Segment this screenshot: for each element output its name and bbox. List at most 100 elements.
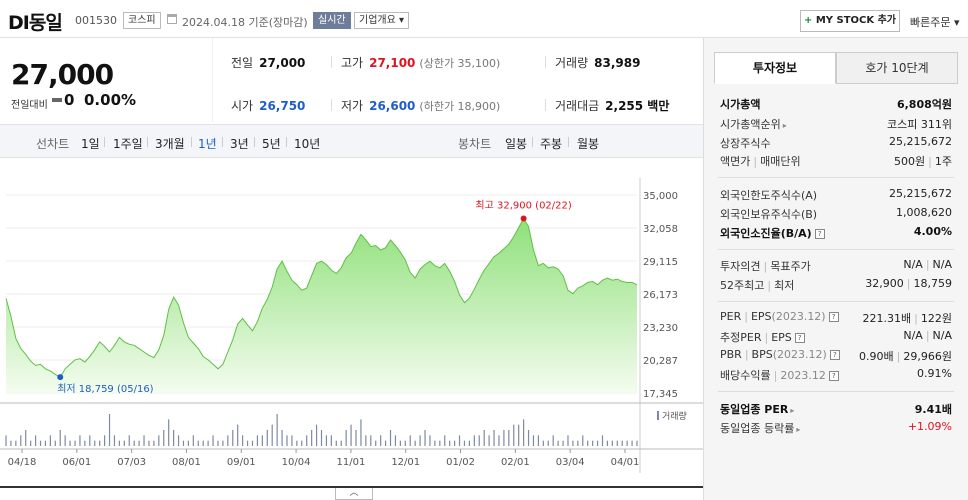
help-icon[interactable]: ? — [828, 312, 839, 322]
volume-bar — [217, 440, 219, 446]
candle-weekly[interactable]: 주봉 — [540, 137, 563, 151]
candle-monthly[interactable]: 월봉 — [577, 137, 600, 151]
volume-bar — [468, 440, 470, 446]
unchanged-icon — [52, 98, 62, 102]
tab-investment-info[interactable]: 투자정보 — [714, 52, 836, 84]
price-area — [6, 218, 637, 393]
volume-bar — [547, 440, 549, 446]
volume-bar — [168, 419, 170, 446]
price-chart[interactable]: 35,000 32,058 29,115 26,173 23,230 20,287 17,3… — [0, 158, 703, 478]
company-overview-dropdown[interactable]: 기업개요 ▾ — [354, 12, 409, 29]
x-tick-label: 06/01 — [62, 457, 91, 468]
volume-legend-label: 거래량 — [662, 410, 687, 422]
period-3y[interactable]: 3년 — [230, 137, 249, 151]
period-1d[interactable]: 1일 — [81, 137, 100, 151]
volume-bar — [498, 435, 500, 446]
volume-bar — [84, 440, 86, 446]
volume-bar — [345, 430, 347, 446]
y-tick-label: 35,000 — [643, 191, 678, 202]
caret-right-icon: ▸ — [782, 121, 787, 130]
price-change-percent: 0.00% — [84, 91, 137, 109]
volume-bar — [177, 435, 180, 446]
high-point-label: 최고 32,900 (02/22) — [475, 200, 571, 212]
period-5y[interactable]: 5년 — [262, 137, 281, 151]
period-1y[interactable]: 1년 — [198, 137, 217, 151]
volume-bar — [458, 435, 461, 446]
candle-daily[interactable]: 일봉 — [505, 137, 528, 151]
industry-change-row: 동일업종 등락률 ▸ +1.09% — [720, 420, 952, 435]
volume-bar — [261, 435, 263, 446]
x-tick-label: 01/02 — [446, 457, 475, 468]
opinion-row: 투자의견 | 목표주가 N/A | N/A — [720, 258, 952, 273]
caret-right-icon: ▸ — [790, 406, 795, 415]
volume-bar — [587, 440, 589, 446]
volume-bar — [375, 440, 377, 446]
volume-bar — [394, 435, 397, 446]
line-chart-label[interactable]: 선차트 — [36, 137, 70, 151]
stat-low: 저가 26,600 (하한가 18,900) — [341, 99, 501, 113]
volume-bar — [79, 435, 81, 446]
period-1w[interactable]: 1주일 — [113, 137, 143, 151]
period-3m[interactable]: 3개월 — [155, 137, 185, 151]
chart-period-toolbar: 선차트 1일 1주일 3개월 1년 3년 5년 10년 봉차트 일봉 주봉 월봉 — [0, 124, 703, 158]
chevron-up-icon[interactable]: ︿ — [335, 488, 373, 500]
volume-bar — [138, 440, 140, 446]
volume-bar — [552, 435, 554, 446]
help-icon[interactable]: ? — [814, 229, 825, 239]
calendar-icon — [167, 14, 177, 24]
volume-bar — [483, 430, 485, 446]
add-mystock-button[interactable]: + MY STOCK 추가 — [800, 10, 900, 32]
volume-bar — [439, 440, 441, 446]
y-tick-label: 23,230 — [643, 323, 678, 334]
price-stats: 전일 27,000 고가 27,100 (상한가 35,100) 거래량 83,989 … — [212, 38, 702, 122]
volume-bar — [384, 440, 387, 446]
help-icon[interactable]: ? — [829, 350, 840, 360]
volume-bar — [325, 435, 328, 446]
volume-bar — [128, 435, 130, 446]
volume-bar — [301, 440, 303, 446]
volume-bar — [227, 435, 229, 446]
volume-bar — [513, 424, 515, 446]
volume-bar — [113, 435, 116, 446]
volume-bar — [621, 440, 623, 446]
price-date: 2024.04.18 기준(장마감) — [182, 16, 308, 29]
volume-bar — [118, 440, 120, 446]
volume-bar — [636, 440, 638, 446]
volume-bar — [64, 435, 66, 446]
volume-bar — [409, 435, 411, 446]
stat-trade-amount: 거래대금 2,255 백만 — [555, 99, 670, 113]
investment-info-panel: 투자정보 호가 10단계 시가총액 6,808억원 시가총액순위 ▸ 코스피 311위… — [703, 38, 968, 500]
per-eps-row: PER | EPS(2023.12)? 221.31배 | 122원 — [720, 310, 952, 325]
x-tick-label: 11/01 — [336, 457, 365, 468]
current-price: 27,000 — [11, 58, 114, 91]
low-point-label: 최저 18,759 (05/16) — [57, 383, 153, 395]
foreign-limit-row: 외국인한도주식수(A) 25,215,672 — [720, 187, 952, 202]
volume-bar — [527, 430, 530, 446]
help-icon[interactable]: ? — [794, 333, 805, 343]
help-icon[interactable]: ? — [828, 371, 839, 381]
volume-bar — [237, 424, 239, 446]
volume-bar — [355, 430, 357, 446]
volume-bar — [44, 440, 47, 446]
foreign-holding-row: 외국인보유주식수(B) 1,008,620 — [720, 206, 952, 221]
listed-shares-row: 상장주식수 25,215,672 — [720, 135, 952, 150]
52week-row: 52주최고 | 최저 32,900 | 18,759 — [720, 277, 952, 292]
volume-bar — [89, 435, 91, 446]
volume-bar — [399, 440, 401, 446]
dividend-row: 배당수익률 | 2023.12? 0.91% — [720, 367, 952, 382]
candle-chart-label[interactable]: 봉차트 — [458, 137, 492, 151]
current-price-box: 27,000 전일대비 0 0.00% — [0, 38, 212, 122]
period-10y[interactable]: 10년 — [294, 137, 321, 151]
volume-bar — [10, 440, 12, 446]
quick-order-button[interactable]: 빠른주문 ▾ — [910, 16, 960, 29]
volume-bar — [69, 440, 71, 446]
volume-bar — [557, 440, 559, 446]
volume-bar — [537, 435, 540, 446]
volume-bar — [296, 440, 298, 446]
foreign-ratio-row: 외국인소진율(B/A)? 4.00% — [720, 225, 952, 240]
tab-quote-10[interactable]: 호가 10단계 — [836, 52, 958, 84]
volume-bar — [626, 440, 628, 446]
volume-bar — [163, 430, 165, 446]
y-tick-label: 32,058 — [643, 224, 678, 235]
realtime-button[interactable]: 실시간 — [313, 12, 351, 29]
